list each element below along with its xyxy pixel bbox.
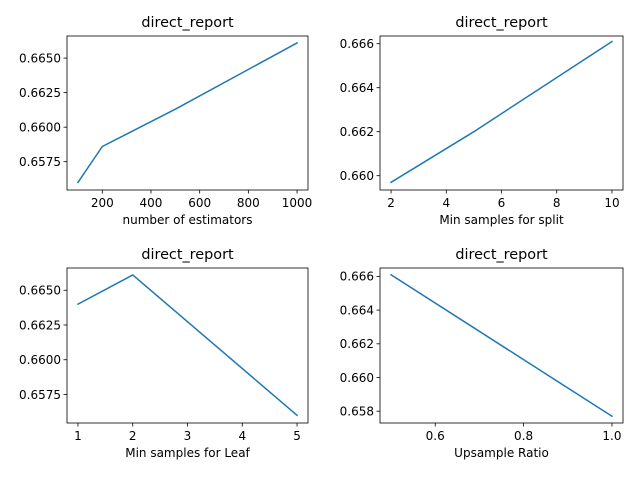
subplot-min-samples-leaf: direct_report 1 2 3 4 5 0.6575 0.6600 0.6625 0.66… [19, 247, 309, 460]
x-tick-label: 1 [74, 429, 82, 443]
x-tick-label: 10 [604, 196, 619, 210]
y-tick-label: 0.664 [340, 303, 374, 317]
axes-frame [379, 35, 624, 191]
axes-frame [379, 267, 624, 424]
y-tick-label: 0.666 [340, 37, 374, 51]
axes-frame [66, 267, 309, 424]
y-tick-label: 0.658 [340, 405, 374, 419]
x-tick-label: 800 [237, 196, 260, 210]
y-tick-label: 0.6625 [19, 318, 61, 332]
y-tick-label: 0.662 [340, 337, 374, 351]
y-tick-label: 0.6650 [19, 284, 61, 298]
chart-title: direct_report [455, 15, 548, 31]
x-axis-label: Min samples for split [439, 213, 564, 227]
x-tick-label: 200 [91, 196, 114, 210]
x-tick-label: 600 [188, 196, 211, 210]
x-tick-label: 2 [387, 196, 395, 210]
chart-title: direct_report [455, 247, 548, 263]
y-tick-label: 0.6575 [19, 388, 61, 402]
series-line [390, 40, 613, 184]
y-tick-label: 0.666 [340, 270, 374, 284]
subplot-upsample-ratio: direct_report 0.6 0.8 1.0 0.658 0.660 0.662 0.6… [340, 247, 624, 460]
chart-title: direct_report [141, 15, 234, 31]
chart-title: direct_report [141, 247, 234, 263]
y-tick-label: 0.6650 [19, 51, 61, 65]
y-tick-label: 0.6625 [19, 86, 61, 100]
x-tick-label: 2 [129, 429, 137, 443]
series-line [76, 274, 299, 417]
axes-frame [66, 35, 309, 191]
y-tick-label: 0.664 [340, 81, 374, 95]
y-tick-label: 0.6575 [19, 155, 61, 169]
x-axis-label: Upsample Ratio [454, 446, 549, 460]
series-line [390, 273, 613, 418]
y-tick-label: 0.660 [340, 169, 374, 183]
x-tick-label: 4 [442, 196, 450, 210]
subplot-number-of-estimators: direct_report 200 400 600 800 1000 0.6575 0.660… [19, 15, 312, 227]
x-tick-label: 1.0 [602, 429, 621, 443]
y-tick-label: 0.6600 [19, 353, 61, 367]
x-tick-label: 0.8 [514, 429, 533, 443]
series-line [76, 41, 299, 184]
y-tick-label: 0.662 [340, 125, 374, 139]
x-axis-label: Min samples for Leaf [125, 446, 250, 460]
subplot-min-samples-split: direct_report 2 4 6 8 10 0.660 0.662 0.664 0.666 M… [340, 15, 624, 227]
x-tick-label: 6 [498, 196, 506, 210]
y-tick-label: 0.6600 [19, 120, 61, 134]
x-tick-label: 5 [293, 429, 301, 443]
x-tick-label: 1000 [282, 196, 313, 210]
x-tick-label: 8 [553, 196, 561, 210]
y-tick-label: 0.660 [340, 371, 374, 385]
x-tick-label: 4 [238, 429, 246, 443]
x-tick-label: 3 [184, 429, 192, 443]
x-axis-label: number of estimators [123, 213, 253, 227]
x-tick-label: 0.6 [426, 429, 445, 443]
x-tick-label: 400 [140, 196, 163, 210]
